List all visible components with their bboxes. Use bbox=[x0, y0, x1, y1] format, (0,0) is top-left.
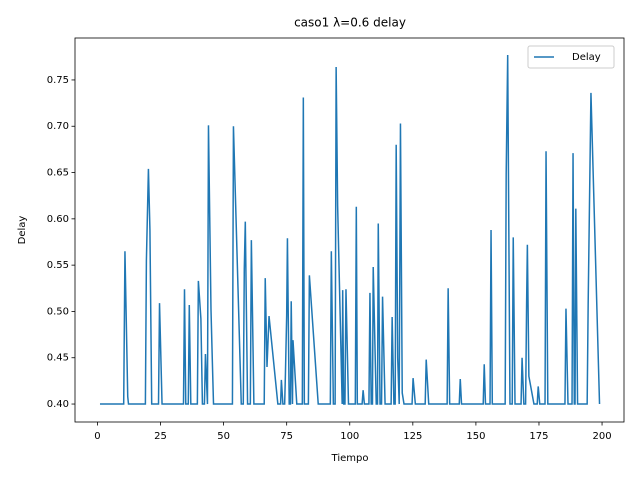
legend-label: Delay bbox=[572, 52, 601, 63]
x-tick-label: 100 bbox=[340, 431, 359, 442]
chart-title: caso1 λ=0.6 delay bbox=[294, 16, 406, 30]
x-tick-label: 75 bbox=[280, 431, 293, 442]
y-tick-label: 0.45 bbox=[47, 353, 69, 364]
y-tick-label: 0.60 bbox=[47, 214, 69, 225]
plot-frame bbox=[74, 37, 625, 423]
data-line bbox=[99, 54, 601, 405]
x-axis-label: Tiempo bbox=[331, 453, 369, 464]
legend-box bbox=[527, 45, 615, 69]
x-tick-label: 175 bbox=[529, 431, 548, 442]
y-tick-label: 0.50 bbox=[47, 306, 69, 317]
y-tick-label: 0.65 bbox=[47, 168, 69, 179]
y-tick-label: 0.40 bbox=[47, 399, 69, 410]
x-tick-label: 125 bbox=[403, 431, 422, 442]
x-tick-label: 0 bbox=[94, 431, 100, 442]
x-tick-label: 200 bbox=[593, 431, 612, 442]
y-axis-label: Delay bbox=[17, 216, 28, 245]
x-tick-label: 150 bbox=[466, 431, 485, 442]
y-tick-label: 0.70 bbox=[47, 121, 69, 132]
y-tick-label: 0.55 bbox=[47, 260, 69, 271]
x-tick-label: 25 bbox=[154, 431, 167, 442]
x-tick-label: 50 bbox=[217, 431, 230, 442]
y-tick-label: 0.75 bbox=[47, 75, 69, 86]
